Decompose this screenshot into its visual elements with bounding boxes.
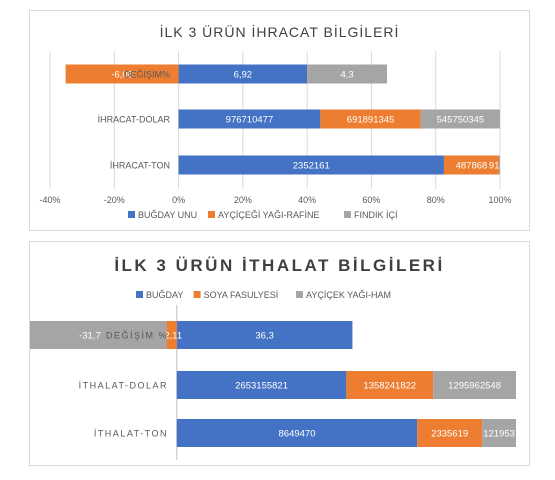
data-label: 487868 bbox=[456, 161, 488, 172]
bar-findik-ici-ihracat-dolar bbox=[420, 109, 500, 129]
category-label: DEĞİŞİM % bbox=[106, 331, 168, 341]
data-label: 545750345 bbox=[437, 115, 485, 126]
legend-swatch-aycicegi-yagi-rafine bbox=[208, 211, 215, 218]
x-tick-label: 40% bbox=[298, 195, 316, 205]
import-chart-panel: İLK 3 ÜRÜN İTHALAT BİLGİLERİ 8649470 2335… bbox=[29, 241, 530, 466]
import-chart-title: İLK 3 ÜRÜN İTHALAT BİLGİLERİ bbox=[114, 256, 445, 275]
import-chart-svg: 8649470 2335619 121953 İTHALAT-TON 265315582… bbox=[30, 290, 516, 460]
data-label: 9161 bbox=[489, 161, 510, 172]
legend-label: SOYA FASULYESİ bbox=[204, 290, 279, 300]
x-tick-label: -20% bbox=[104, 195, 125, 205]
data-label: 2352161 bbox=[293, 161, 330, 172]
data-label: 8649470 bbox=[279, 429, 316, 440]
bar-bugday-unu-degisim bbox=[178, 64, 308, 84]
legend-swatch-bugday-unu bbox=[128, 211, 135, 218]
category-label: İHRACAT-TON bbox=[110, 161, 170, 171]
data-label: 4,3 bbox=[340, 70, 353, 81]
export-chart-svg: -40% -20% 0% 20% 40% 60% 80% 100%2352161 487868 9… bbox=[39, 51, 512, 220]
legend-swatch-bugday bbox=[136, 291, 143, 298]
legend-label: AYÇİÇEK YAĞI-HAM bbox=[306, 290, 391, 300]
category-label: İHRACAT-DOLAR bbox=[98, 115, 171, 125]
bar-aycicegi-yagi-rafine-degisim bbox=[65, 64, 179, 84]
bar-findik-ici-degisim bbox=[307, 64, 388, 84]
data-label: 36,3 bbox=[255, 331, 274, 342]
data-label: -2,11 bbox=[161, 331, 182, 342]
bar-bugday-unu-ihracat-dolar bbox=[178, 109, 321, 129]
bar-aycicek-yagi-ham-degisim bbox=[30, 321, 167, 349]
bar-bugday-unu-ihracat-ton bbox=[178, 155, 444, 175]
bar-findik-ici-ihracat-ton bbox=[498, 155, 500, 175]
data-label: 1358241822 bbox=[363, 381, 416, 392]
x-tick-label: 0% bbox=[172, 195, 185, 205]
category-label: İTHALAT-TON bbox=[94, 429, 168, 439]
legend-label: AYÇİÇEĞİ YAĞI-RAFİNE bbox=[218, 210, 320, 220]
x-tick-label: 60% bbox=[362, 195, 380, 205]
export-chart-panel: İLK 3 ÜRÜN İHRACAT BİLGİLERİ -40% -20% 0% 2… bbox=[29, 10, 530, 231]
bar-soya-fasulyesi-ithalat-ton bbox=[417, 419, 483, 447]
export-chart-title: İLK 3 ÜRÜN İHRACAT BİLGİLERİ bbox=[159, 24, 400, 40]
data-label: 2335619 bbox=[431, 429, 468, 440]
legend-label: BUĞDAY bbox=[146, 290, 183, 300]
bar-aycicek-yagi-ham-ithalat-dolar bbox=[433, 371, 516, 399]
data-label: 121953 bbox=[483, 429, 515, 440]
x-tick-label: 20% bbox=[234, 195, 252, 205]
bar-bugday-ithalat-dolar bbox=[176, 371, 347, 399]
legend-swatch-findik-ici bbox=[344, 211, 351, 218]
bar-bugday-ithalat-ton bbox=[176, 419, 418, 447]
x-tick-label: -40% bbox=[39, 195, 60, 205]
data-label: 6,92 bbox=[234, 70, 253, 81]
legend-swatch-soya-fasulyesi bbox=[193, 291, 201, 298]
data-label: -6,08 bbox=[111, 70, 133, 81]
bar-aycicek-yagi-ham-ithalat-ton bbox=[482, 419, 516, 447]
data-label: 691891345 bbox=[347, 115, 395, 126]
bar-soya-fasulyesi-degisim bbox=[166, 321, 177, 349]
bar-aycicegi-yagi-rafine-ihracat-ton bbox=[443, 155, 499, 175]
bar-aycicegi-yagi-rafine-ihracat-dolar bbox=[320, 109, 421, 129]
legend-label: FINDIK İÇİ bbox=[354, 210, 398, 220]
x-tick-label: 100% bbox=[488, 195, 511, 205]
data-label: 2653155821 bbox=[235, 381, 288, 392]
bar-bugday-degisim bbox=[176, 321, 353, 349]
data-label: 1295962548 bbox=[448, 381, 501, 392]
data-label: 976710477 bbox=[226, 115, 274, 126]
category-label: DEĞİŞİM% bbox=[124, 70, 170, 80]
x-tick-label: 80% bbox=[427, 195, 445, 205]
legend-label: BUĞDAY UNU bbox=[138, 210, 197, 220]
legend-swatch-aycicek-yagi-ham bbox=[296, 291, 303, 298]
data-label: -31,7 bbox=[79, 331, 101, 342]
bar-soya-fasulyesi-ithalat-dolar bbox=[346, 371, 434, 399]
category-label: İTHALAT-DOLAR bbox=[79, 381, 168, 391]
